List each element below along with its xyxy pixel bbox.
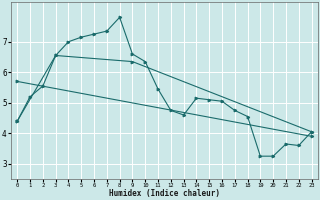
X-axis label: Humidex (Indice chaleur): Humidex (Indice chaleur) — [109, 189, 220, 198]
